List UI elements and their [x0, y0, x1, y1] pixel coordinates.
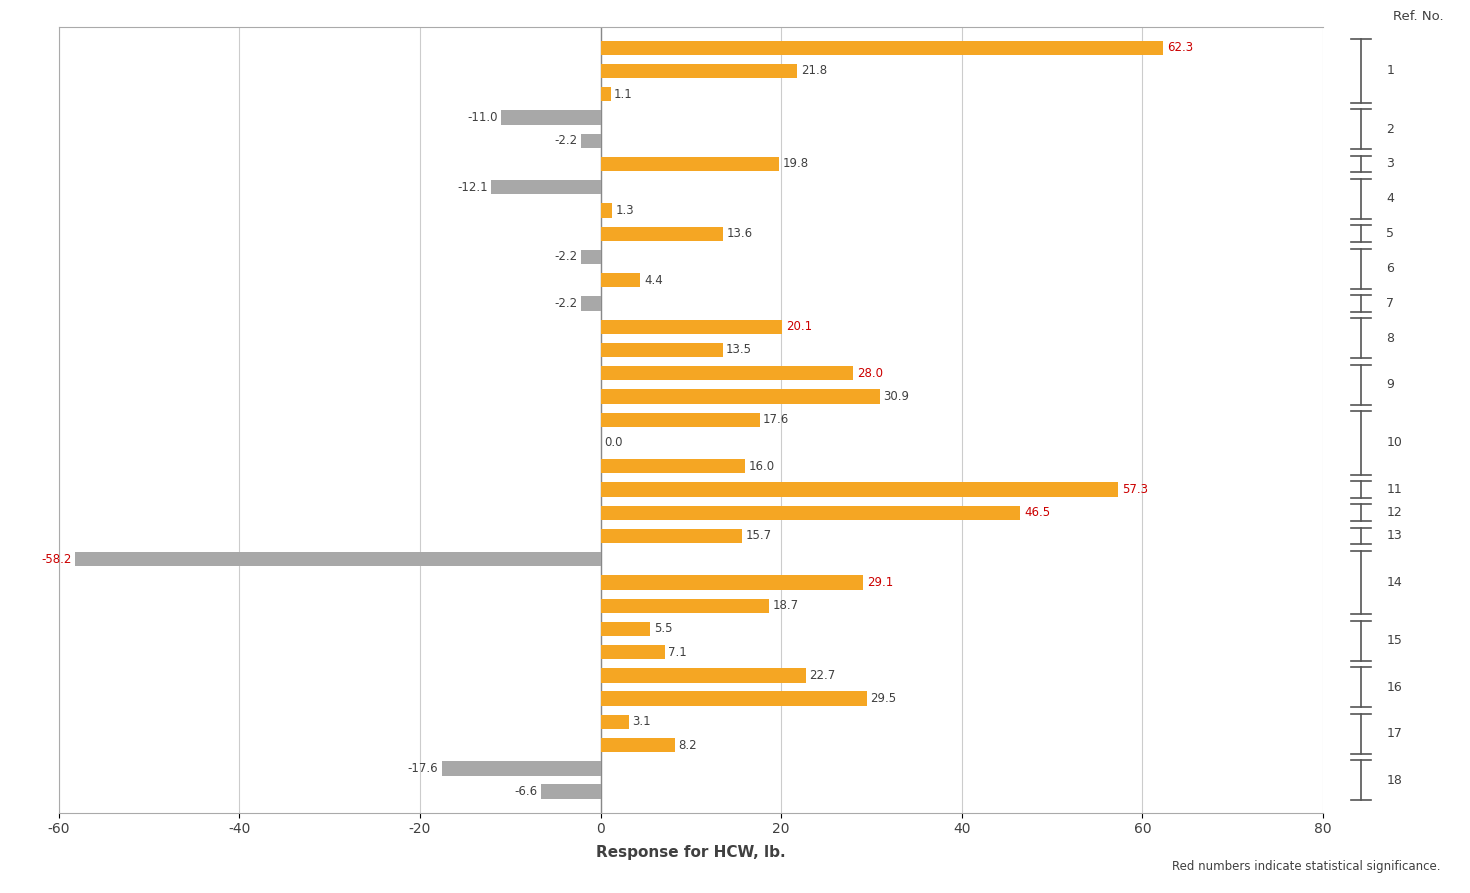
Bar — [581, 250, 601, 264]
Text: Ref. No.: Ref. No. — [1392, 10, 1444, 23]
Text: -2.2: -2.2 — [554, 297, 578, 310]
Text: 4.4: 4.4 — [644, 274, 663, 287]
Bar — [601, 714, 629, 730]
Bar — [601, 157, 779, 171]
Bar — [601, 343, 722, 357]
Text: 21.8: 21.8 — [801, 64, 828, 78]
Text: 57.3: 57.3 — [1122, 483, 1148, 496]
Text: 4: 4 — [1386, 192, 1394, 205]
Bar — [541, 784, 601, 799]
Bar — [601, 598, 769, 613]
Text: 13.6: 13.6 — [728, 227, 753, 240]
Text: 9: 9 — [1386, 379, 1394, 391]
Text: 5.5: 5.5 — [654, 622, 672, 636]
Text: 1: 1 — [1386, 64, 1394, 78]
Bar — [601, 87, 610, 102]
Text: 15.7: 15.7 — [745, 530, 772, 542]
Text: 15: 15 — [1386, 634, 1402, 647]
Text: 2: 2 — [1386, 122, 1394, 136]
Bar — [601, 459, 745, 473]
Text: 62.3: 62.3 — [1167, 41, 1194, 54]
Bar — [601, 63, 797, 79]
Text: 14: 14 — [1386, 576, 1402, 589]
Text: 5: 5 — [1386, 227, 1394, 240]
Text: 18: 18 — [1386, 773, 1402, 787]
Bar — [75, 552, 601, 566]
Text: 46.5: 46.5 — [1025, 506, 1050, 519]
Text: 30.9: 30.9 — [883, 390, 910, 403]
Bar — [601, 320, 782, 334]
Bar — [601, 575, 863, 589]
Text: -2.2: -2.2 — [554, 134, 578, 147]
Bar — [601, 738, 675, 753]
Bar — [601, 529, 742, 543]
Bar — [601, 668, 806, 682]
Text: -6.6: -6.6 — [514, 785, 538, 798]
Text: 17.6: 17.6 — [763, 413, 789, 426]
Bar — [601, 227, 723, 241]
Bar — [601, 366, 854, 380]
Bar — [441, 761, 601, 776]
Text: 1.1: 1.1 — [614, 88, 634, 101]
Bar — [501, 110, 601, 125]
Text: 12: 12 — [1386, 506, 1402, 519]
Text: -11.0: -11.0 — [467, 111, 498, 124]
Bar — [601, 645, 664, 659]
Text: 6: 6 — [1386, 262, 1394, 275]
Text: 17: 17 — [1386, 727, 1402, 740]
Text: 3.1: 3.1 — [632, 715, 651, 729]
Text: 8: 8 — [1386, 332, 1394, 345]
Text: 1.3: 1.3 — [616, 204, 635, 217]
Text: 13: 13 — [1386, 530, 1402, 542]
Bar — [601, 413, 760, 427]
Text: 29.1: 29.1 — [867, 576, 894, 589]
Bar — [601, 40, 1163, 55]
Text: 16: 16 — [1386, 680, 1402, 694]
Text: 7.1: 7.1 — [669, 646, 686, 659]
Bar — [601, 482, 1119, 497]
Text: 8.2: 8.2 — [678, 739, 697, 752]
X-axis label: Response for HCW, lb.: Response for HCW, lb. — [597, 845, 785, 860]
Bar — [601, 273, 641, 288]
Bar — [581, 296, 601, 311]
Bar — [601, 389, 879, 404]
Text: 3: 3 — [1386, 157, 1394, 171]
Text: Red numbers indicate statistical significance.: Red numbers indicate statistical signifi… — [1172, 860, 1441, 873]
Text: -2.2: -2.2 — [554, 250, 578, 263]
Text: 7: 7 — [1386, 297, 1394, 310]
Text: 16.0: 16.0 — [748, 460, 775, 472]
Text: 0.0: 0.0 — [604, 437, 623, 449]
Bar — [601, 505, 1020, 520]
Text: -12.1: -12.1 — [457, 180, 488, 194]
Text: 28.0: 28.0 — [857, 367, 883, 380]
Bar — [581, 134, 601, 148]
Text: 29.5: 29.5 — [870, 692, 897, 705]
Bar — [601, 204, 613, 218]
Bar — [601, 691, 867, 705]
Text: 13.5: 13.5 — [726, 344, 753, 356]
Text: 22.7: 22.7 — [809, 669, 835, 682]
Text: 11: 11 — [1386, 483, 1402, 496]
Text: 18.7: 18.7 — [773, 599, 800, 613]
Text: -17.6: -17.6 — [407, 762, 438, 775]
Text: -58.2: -58.2 — [41, 553, 72, 565]
Text: 19.8: 19.8 — [784, 157, 808, 171]
Text: 10: 10 — [1386, 437, 1402, 449]
Bar — [601, 622, 650, 636]
Text: 20.1: 20.1 — [785, 321, 811, 333]
Bar — [491, 180, 601, 195]
